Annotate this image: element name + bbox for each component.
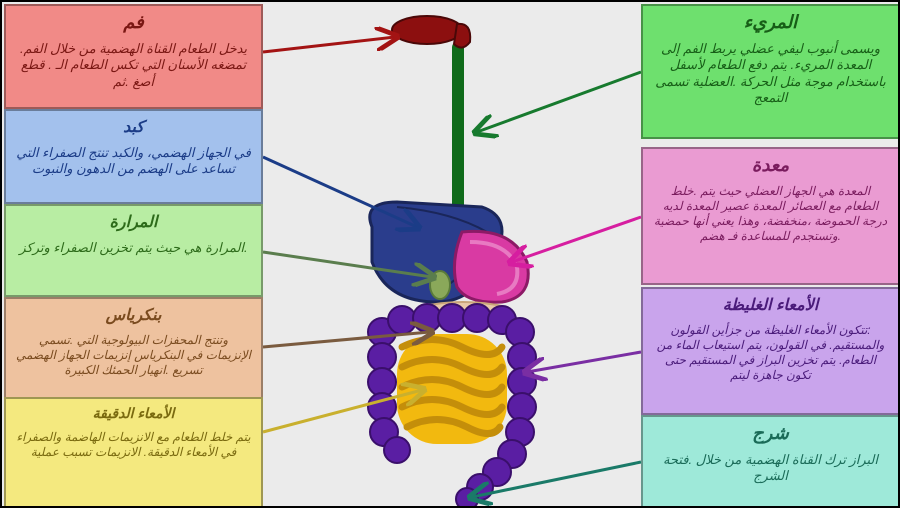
box-pancreas: بنكرياس وتنتج المحفزات البيولوجية التي .… [4,297,263,407]
box-large-intestine-desc: :تتكون الأمعاء الغليظة من جزأين القولون … [653,323,888,383]
box-liver-title: كبد [16,117,251,137]
box-pancreas-desc: وتنتج المحفزات البيولوجية التي .تسمي الإ… [16,333,251,378]
box-stomach: معدة المعدة هي الجهاز العضلي حيث يتم .خل… [641,147,900,285]
box-large-intestine: الأمعاء الغليظة :تتكون الأمعاء الغليظة م… [641,287,900,415]
box-gallbladder-title: المرارة [16,212,251,232]
box-anus: شرج البراز ترك القناة الهضمية من خلال .ف… [641,415,900,508]
box-stomach-title: معدة [653,155,888,176]
box-liver-desc: في الجهاز الهضمي، والكبد تنتج الصفراء ال… [16,145,251,178]
organs-svg [302,2,602,508]
box-small-intestine: الأمعاء الدقيقة يتم خلط الطعام مع الانزي… [4,397,263,508]
box-esophagus: المريء ويسمى أنبوب ليفي عضلي يربط الفم إ… [641,4,900,139]
gallbladder-organ [430,271,450,299]
small-intestine-organ [397,334,507,444]
box-mouth-title: فم [16,12,251,33]
box-esophagus-title: المريء [653,12,888,33]
box-mouth: فم يدخل الطعام القناة الهضمية من خلال ال… [4,4,263,109]
box-mouth-desc: يدخل الطعام القناة الهضمية من خلال الفم.… [16,41,251,90]
box-liver: كبد في الجهاز الهضمي، والكبد تنتج الصفرا… [4,109,263,204]
box-anus-desc: البراز ترك القناة الهضمية من خلال .فتحة … [653,452,888,485]
box-esophagus-desc: ويسمى أنبوب ليفي عضلي يربط الفم إلى المع… [653,41,888,106]
mouth-organ [392,16,470,48]
digestive-system-diagram: فم يدخل الطعام القناة الهضمية من خلال ال… [0,0,900,508]
box-small-intestine-title: الأمعاء الدقيقة [16,405,251,422]
stomach-organ [454,231,528,302]
box-gallbladder-desc: .المرارة هي حيث يتم تخزين الصفراء وتركز [16,240,251,256]
box-gallbladder: المرارة .المرارة هي حيث يتم تخزين الصفرا… [4,204,263,297]
box-large-intestine-title: الأمعاء الغليظة [653,295,888,315]
box-pancreas-title: بنكرياس [16,305,251,325]
box-small-intestine-desc: يتم خلط الطعام مع الانزيمات الهاضمة والص… [16,430,251,460]
organ-illustration [302,2,602,508]
box-stomach-desc: المعدة هي الجهاز العضلي حيث يتم .خلط الط… [653,184,888,244]
box-anus-title: شرج [653,423,888,444]
